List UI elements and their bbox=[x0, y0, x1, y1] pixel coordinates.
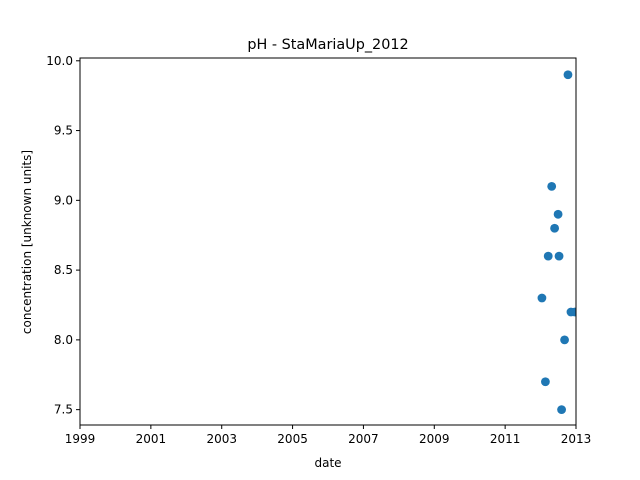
x-tick-label: 1999 bbox=[65, 432, 96, 446]
data-point bbox=[547, 181, 557, 191]
y-tick-label: 8.0 bbox=[54, 333, 73, 347]
x-tick-label: 2009 bbox=[419, 432, 450, 446]
x-axis: 1999 2001 2003 2005 2007 2009 2011 2013 bbox=[65, 425, 592, 446]
data-point bbox=[560, 335, 569, 345]
data-point bbox=[553, 209, 563, 219]
x-tick-label: 2013 bbox=[561, 432, 592, 446]
data-point bbox=[563, 70, 573, 80]
data-point bbox=[541, 377, 550, 387]
data-point bbox=[570, 307, 576, 317]
x-axis-label: date bbox=[314, 456, 341, 470]
x-tick-label: 2007 bbox=[348, 432, 379, 446]
data-point bbox=[543, 251, 553, 261]
y-axis-label: concentration [unknown units] bbox=[20, 150, 34, 334]
plot-frame bbox=[79, 57, 577, 426]
y-axis: 7.5 8.0 8.5 9.0 9.5 10.0 bbox=[46, 54, 80, 417]
y-tick-label: 9.5 bbox=[54, 124, 73, 138]
y-tick-label: 10.0 bbox=[46, 54, 73, 68]
data-point bbox=[537, 293, 547, 303]
data-point bbox=[554, 251, 564, 261]
data-points bbox=[537, 70, 576, 415]
y-tick-label: 7.5 bbox=[54, 403, 73, 417]
x-tick-label: 2005 bbox=[277, 432, 308, 446]
x-tick-label: 2011 bbox=[490, 432, 521, 446]
plot-area bbox=[79, 57, 577, 426]
chart-title: pH - StaMariaUp_2012 bbox=[247, 37, 408, 53]
x-tick-label: 2003 bbox=[206, 432, 237, 446]
x-tick-label: 2001 bbox=[136, 432, 167, 446]
data-point bbox=[557, 405, 566, 415]
y-tick-label: 9.0 bbox=[54, 193, 73, 207]
y-tick-label: 8.5 bbox=[54, 263, 73, 277]
data-point bbox=[550, 223, 560, 233]
